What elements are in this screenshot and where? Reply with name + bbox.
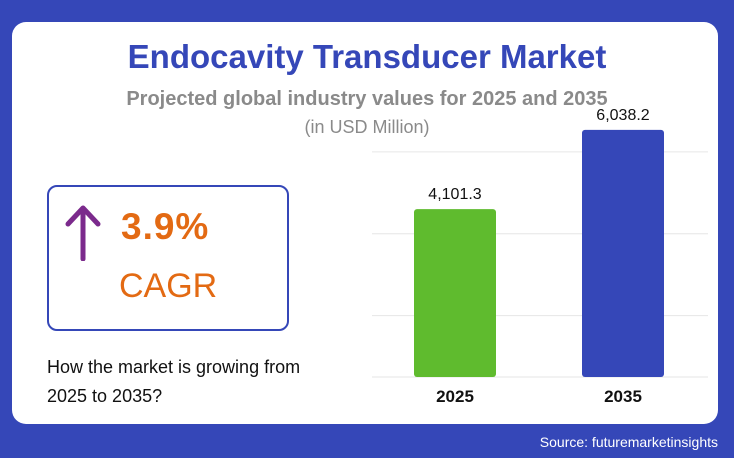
page-subtitle: Projected global industry values for 202… [126,88,608,110]
bar-2035 [582,129,664,377]
cagr-value: 3.9% [121,206,210,247]
category-label-2035: 2035 [604,387,642,406]
value-label-2025: 4,101.3 [428,186,481,203]
arrow-up-icon [65,205,101,261]
page-title: Endocavity Transducer Market [127,38,607,75]
cagr-label: CAGR [119,267,218,305]
value-label-2035: 6,038.2 [596,107,649,124]
cagr-box: 3.9% CAGR [47,185,289,331]
category-label-2025: 2025 [436,387,474,406]
unit-label: (in USD Million) [304,117,430,137]
bar-2025 [414,209,496,377]
growth-question: How the market is growing from 2025 to 2… [47,357,301,406]
source-credit: Source: futuremarketinsights [539,434,718,450]
